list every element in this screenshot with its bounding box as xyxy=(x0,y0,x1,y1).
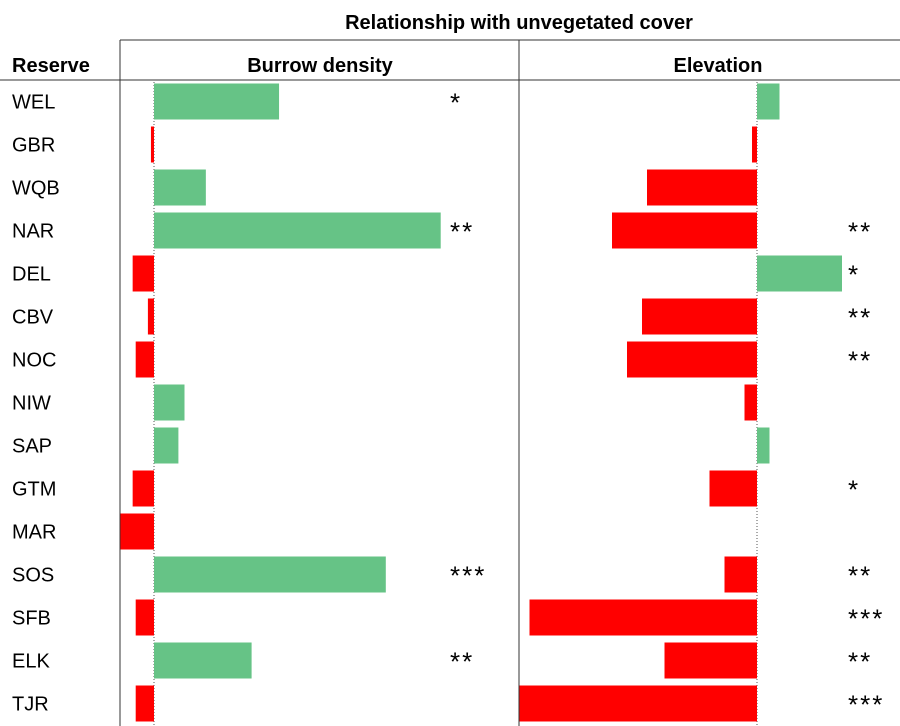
elevation-significance-nar: ** xyxy=(848,217,872,247)
elevation-significance-gtm: * xyxy=(848,475,860,505)
elevation-bar-niw xyxy=(744,384,757,421)
elevation-significance-elk: ** xyxy=(848,647,872,677)
elevation-significance-noc: ** xyxy=(848,346,872,376)
elevation-bar-sos xyxy=(724,556,757,593)
burrow-density-bar-noc xyxy=(135,341,154,378)
elevation-significance-cbv: ** xyxy=(848,303,872,333)
elevation-bar-nar xyxy=(612,212,757,249)
elevation-significance-sfb: *** xyxy=(848,604,884,634)
burrow-density-header: Burrow density xyxy=(247,55,393,77)
burrow-density-significance-sos: *** xyxy=(450,561,486,591)
elevation-significance-sos: ** xyxy=(848,561,872,591)
burrow-density-panel: ******** xyxy=(120,82,486,725)
elevation-bar-wel xyxy=(757,83,780,120)
burrow-density-significance-nar: ** xyxy=(450,217,474,247)
elevation-bar-del xyxy=(757,255,842,292)
elevation-bar-gtm xyxy=(709,470,757,507)
burrow-density-bar-del xyxy=(132,255,154,292)
reserve-label-sfb: SFB xyxy=(12,608,51,630)
elevation-bar-sap xyxy=(757,427,770,464)
elevation-significance-tjr: *** xyxy=(848,690,884,720)
burrow-density-bar-elk xyxy=(154,642,252,679)
burrow-density-bar-niw xyxy=(154,384,185,421)
reserve-label-wqb: WQB xyxy=(12,178,60,200)
elevation-bar-wqb xyxy=(647,169,757,206)
reserve-label-del: DEL xyxy=(12,264,51,286)
elevation-bar-tjr xyxy=(519,685,757,722)
elevation-bar-sfb xyxy=(529,599,757,636)
reserve-label-sos: SOS xyxy=(12,565,54,587)
burrow-density-bar-mar xyxy=(120,513,154,550)
burrow-density-bar-gbr xyxy=(150,126,154,163)
burrow-density-bar-sap xyxy=(154,427,179,464)
burrow-density-bar-cbv xyxy=(147,298,154,335)
elevation-bar-noc xyxy=(627,341,757,378)
reserve-label-nar: NAR xyxy=(12,221,54,243)
reserve-label-niw: NIW xyxy=(12,393,51,415)
burrow-density-bar-tjr xyxy=(135,685,154,722)
reserve-label-gtm: GTM xyxy=(12,479,56,501)
burrow-density-bar-gtm xyxy=(132,470,154,507)
chart-title: Relationship with unvegetated cover xyxy=(345,12,693,34)
elevation-bar-elk xyxy=(664,642,757,679)
reserve-label-wel: WEL xyxy=(12,92,55,114)
elevation-bar-gbr xyxy=(752,126,757,163)
burrow-density-bar-wqb xyxy=(154,169,206,206)
reserve-label-sap: SAP xyxy=(12,436,52,458)
reserve-label-noc: NOC xyxy=(12,350,56,372)
elevation-significance-del: * xyxy=(848,260,860,290)
reserve-label-mar: MAR xyxy=(12,522,56,544)
rows: WEL GBR WQB NAR DEL CBV NOC NIW SAP GTM MAR SOS SFB E… xyxy=(12,92,60,716)
burrow-density-bar-sos xyxy=(154,556,386,593)
burrow-density-significance-wel: * xyxy=(450,88,462,118)
elevation-bar-cbv xyxy=(642,298,757,335)
reserve-label-cbv: CBV xyxy=(12,307,54,329)
elevation-header: Elevation xyxy=(674,55,763,77)
burrow-density-bar-sfb xyxy=(135,599,154,636)
reserve-label-elk: ELK xyxy=(12,651,50,673)
reserve-label-tjr: TJR xyxy=(12,694,49,716)
reserve-column-header: Reserve xyxy=(12,55,90,77)
burrow-density-bar-nar xyxy=(154,212,441,249)
burrow-density-bar-wel xyxy=(154,83,280,120)
reserve-label-gbr: GBR xyxy=(12,135,55,157)
elevation-panel: ****************** xyxy=(519,82,884,725)
burrow-density-significance-elk: ** xyxy=(450,647,474,677)
